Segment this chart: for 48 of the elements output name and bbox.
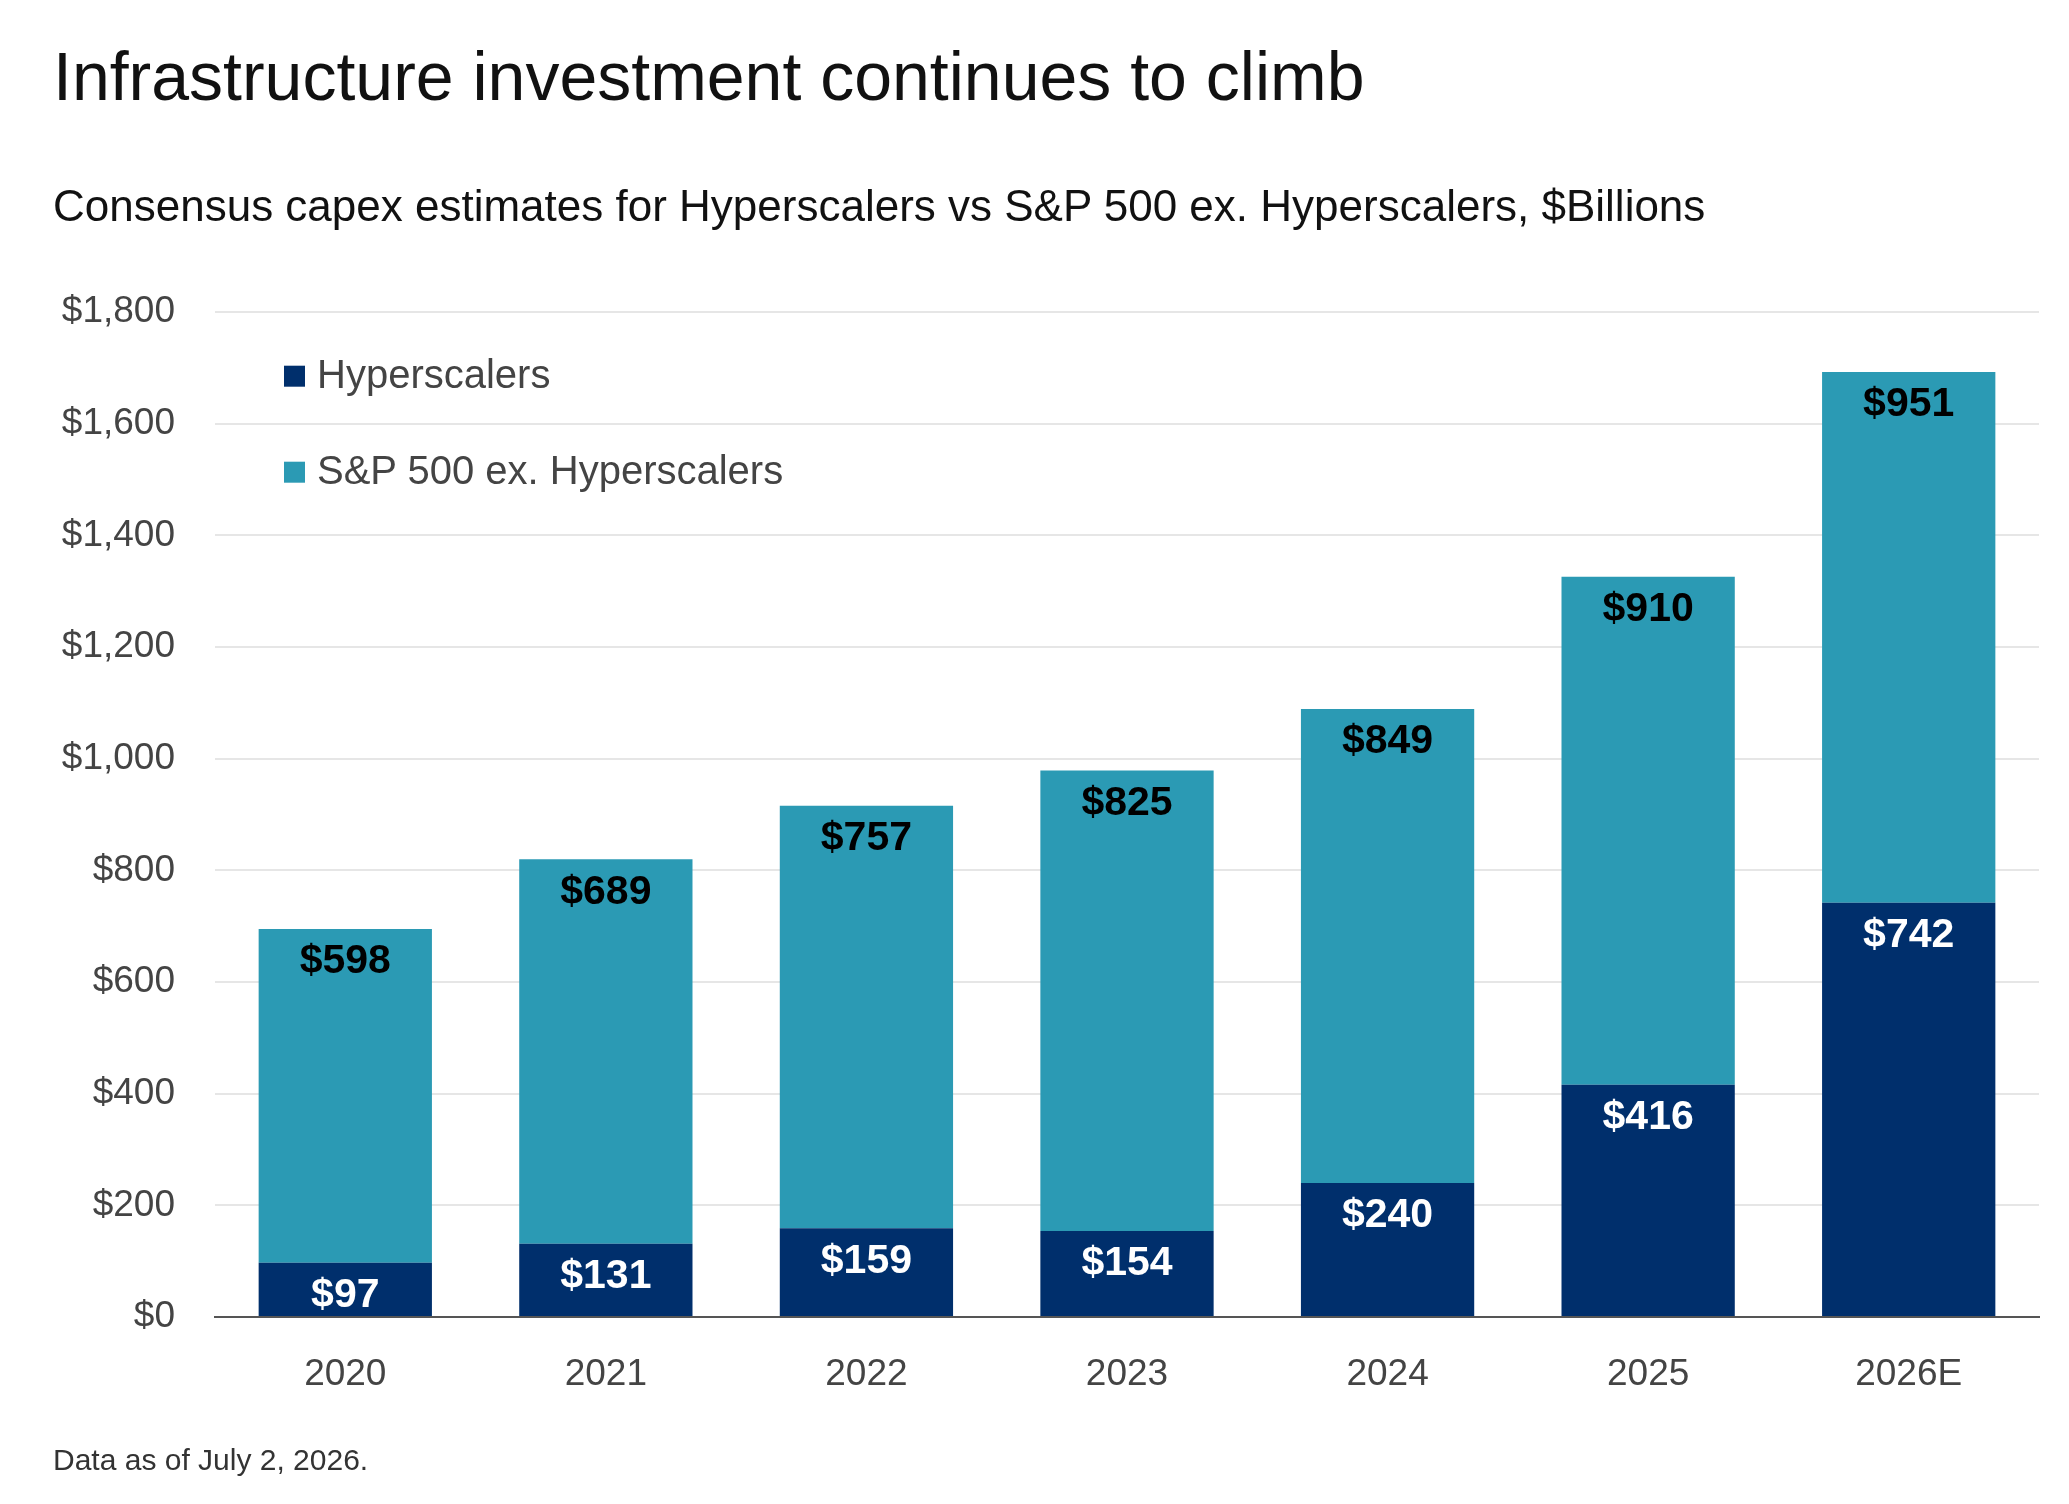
bar [1300,709,1475,1184]
bar [1822,371,1996,903]
bar [1040,770,1214,1232]
bar [779,1228,954,1316]
chart-subtitle: Consensus capex estimates for Hyperscalers vs S&P 500 ex. Hyperscalers, $Billions [53,180,1706,232]
y-tick-label: $1,200 [61,624,175,666]
bar [1561,576,1735,1085]
y-tick-label: $200 [92,1182,175,1224]
x-tick-label: 2022 [825,1352,908,1394]
text: Data as of July 2, 2026. [53,1443,369,1476]
data-label: $416 [1602,1092,1694,1139]
bar [1040,1231,1214,1316]
data-label: $131 [560,1251,652,1298]
bar [779,805,954,1229]
x-tick-label: 2026E [1855,1352,1963,1394]
data-label: $97 [311,1270,380,1317]
data-label: $910 [1602,584,1694,631]
bar [519,859,693,1244]
x-tick-label: 2025 [1606,1352,1690,1394]
legend-label: S&P 500 ex. Hyperscalers [317,448,784,493]
bar [1822,902,1996,1316]
legend-label: Hyperscalers [317,352,551,397]
y-tick-label: $600 [92,959,175,1001]
data-label: $689 [560,866,652,913]
bar [1561,1084,1735,1316]
chart-title: Infrastructure investment continues to climb [53,37,1365,116]
x-tick-label: 2024 [1346,1352,1429,1394]
data-label: $742 [1863,910,1955,957]
y-tick-label: $1,800 [61,289,175,331]
y-tick-label: $0 [133,1294,175,1336]
data-label: $159 [820,1235,913,1282]
data-label: $154 [1081,1238,1173,1285]
y-tick-label: $1,400 [61,512,175,554]
x-tick-label: 2023 [1085,1352,1169,1394]
data-label: $951 [1863,379,1955,426]
x-tick-label: 2021 [564,1352,648,1394]
data-label: $825 [1081,777,1173,824]
y-tick-label: $800 [92,847,175,889]
data-label: $849 [1341,716,1434,763]
data-label: $240 [1341,1190,1434,1237]
data-label: $598 [299,936,391,983]
x-tick-label: 2020 [304,1352,387,1394]
bar [258,929,432,1263]
y-tick-label: $1,000 [61,735,175,777]
data-label: $757 [820,812,913,859]
bar [1300,1183,1475,1316]
y-tick-label: $400 [92,1070,175,1112]
y-tick-label: $1,600 [61,401,175,443]
